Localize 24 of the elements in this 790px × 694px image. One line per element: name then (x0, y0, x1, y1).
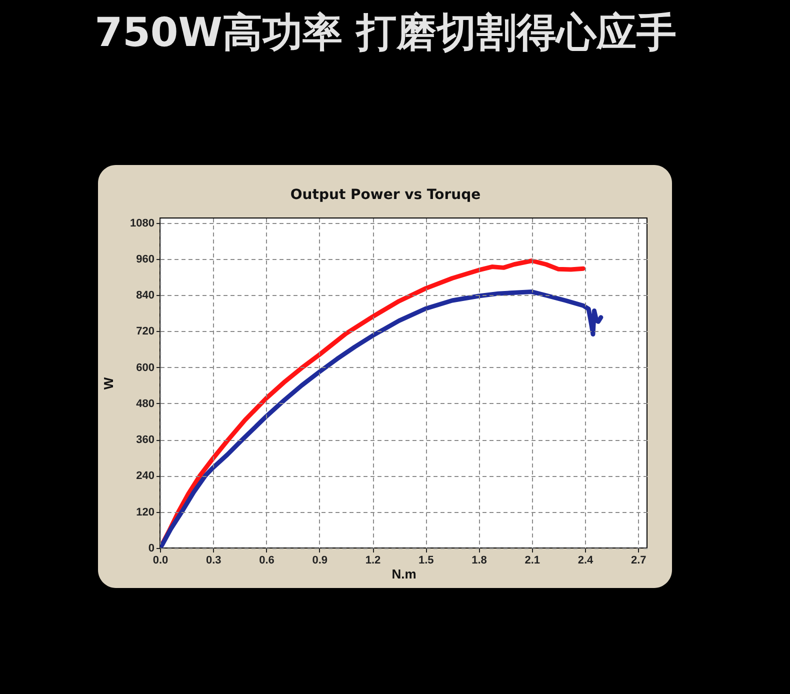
y-tick-label: 840 (136, 290, 154, 302)
y-axis-title: W (101, 376, 116, 390)
x-tick-label: 1.8 (472, 554, 487, 566)
x-tick-label: 0.0 (152, 554, 168, 566)
y-tick-label: 960 (136, 253, 154, 266)
y-tick-label: 1080 (130, 217, 154, 230)
y-tick-label: 480 (136, 398, 154, 410)
x-tick-label: 2.1 (524, 554, 540, 566)
y-tick-label: 600 (136, 362, 154, 374)
y-tick-label: 240 (136, 470, 154, 482)
y-tick-label: 120 (136, 506, 154, 518)
y-tick-label: 360 (136, 434, 154, 446)
x-tick-label: 1.5 (418, 554, 434, 566)
x-tick-label: 0.9 (312, 554, 328, 566)
x-axis-title: N.m (392, 566, 416, 582)
x-tick-label: 0.6 (259, 554, 274, 566)
x-tick-label: 2.4 (578, 554, 594, 566)
x-tick-label: 1.2 (365, 554, 381, 566)
chart-subtitle: Output Power vs Toruqe (290, 187, 481, 203)
y-tick-label: 0 (148, 542, 154, 554)
x-tick-label: 2.7 (630, 554, 646, 566)
y-tick-label: 720 (136, 326, 154, 338)
x-tick-label: 0.3 (206, 554, 222, 566)
chart-title: 750W高功率 打磨切割得心应手 (94, 10, 676, 56)
